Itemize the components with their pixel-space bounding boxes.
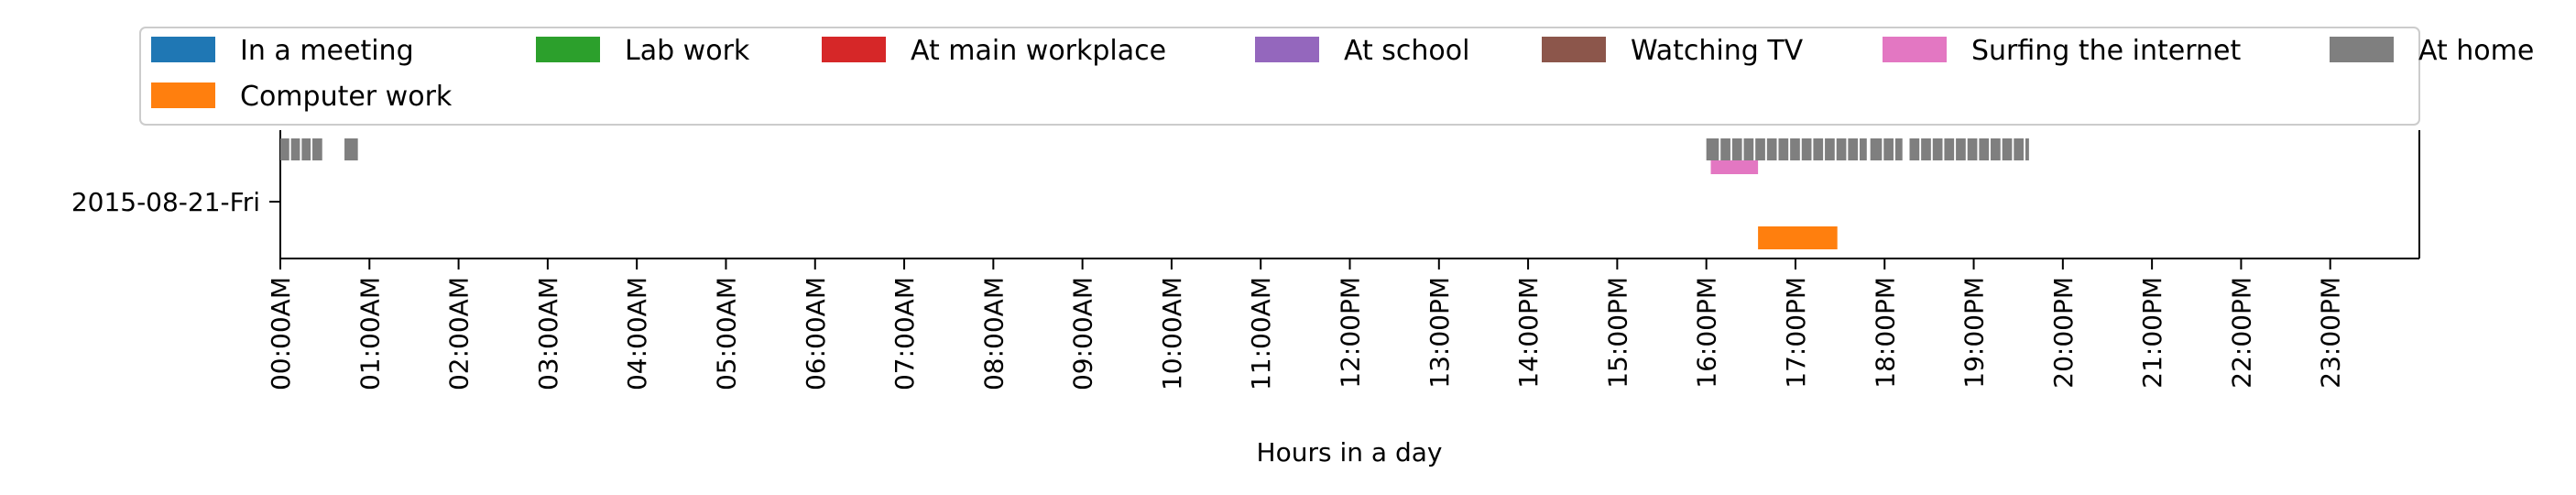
x-tick-label: 07:00AM [890,277,920,390]
bar-at-home-30 [2002,138,2013,160]
bar-at-home-8 [1743,138,1754,160]
x-tick-label: 12:00PM [1336,277,1366,389]
bar-at-home-20 [1883,138,1894,160]
legend-label: Surfing the internet [1971,35,2241,67]
bar-surfing-the-internet-0 [1710,160,1759,174]
legend-swatch [2330,37,2394,62]
x-tick-label: 16:00PM [1692,277,1722,389]
legend-label: At main workplace [911,35,1166,67]
x-tick-label: 03:00AM [533,277,563,390]
x-tick-label: 21:00PM [2137,277,2167,389]
bar-at-home-9 [1755,138,1765,160]
x-tick-label: 01:00AM [355,277,385,390]
legend-swatch [536,37,600,62]
timeline-bars [280,138,2029,249]
y-tick-label: 2015-08-21-Fri [71,187,260,217]
bar-at-home-19 [1870,138,1883,160]
legend-swatch [151,37,215,62]
legend-frame [139,27,2420,126]
legend-label: At home [2418,35,2534,67]
x-tick-label: 17:00PM [1781,277,1811,389]
bar-at-home-15 [1825,138,1835,160]
bar-at-home-6 [1720,138,1730,160]
bar-at-home-14 [1813,138,1824,160]
x-tick-label: 20:00PM [2048,277,2079,389]
bar-at-home-3 [312,138,322,160]
bar-computer-work-0 [1758,226,1838,249]
x-tick-label: 04:00AM [622,277,652,390]
legend-swatch [151,82,215,108]
x-tick-label: 05:00AM [711,277,741,390]
x-tick-label: 14:00PM [1513,277,1544,389]
x-tick-label: 23:00PM [2316,277,2346,389]
bar-at-home-22 [1909,138,1920,160]
x-tick-label: 15:00PM [1602,277,1632,389]
bar-at-home-4 [344,138,358,160]
legend-swatch [1542,37,1606,62]
bar-at-home-5 [1706,138,1719,160]
bar-at-home-12 [1790,138,1800,160]
bar-at-home-24 [1932,138,1943,160]
legend-label: Computer work [240,81,453,113]
x-tick-label: 22:00PM [2226,277,2256,389]
bar-at-home-2 [301,138,311,160]
bar-at-home-16 [1836,138,1847,160]
legend-swatch [1883,37,1947,62]
x-tick-label: 18:00PM [1870,277,1900,389]
x-tick-label: 06:00AM [801,277,831,390]
bar-at-home-26 [1956,138,1966,160]
x-tick-label: 11:00AM [1246,277,1276,390]
legend-label: In a meeting [240,35,414,67]
bar-at-home-17 [1848,138,1859,160]
bar-at-home-23 [1921,138,1931,160]
x-tick-label: 13:00PM [1424,277,1455,389]
x-tick-label: 19:00PM [1959,277,1990,389]
bar-at-home-18 [1860,138,1867,160]
bar-at-home-29 [1991,138,2001,160]
bar-at-home-28 [1979,138,1990,160]
bar-at-home-27 [1967,138,1978,160]
legend: In a meeting Computer work Lab work At main… [139,27,2534,126]
bar-at-home-13 [1801,138,1812,160]
bar-at-home-11 [1778,138,1789,160]
x-tick-label: 10:00AM [1157,277,1187,390]
legend-label: Watching TV [1631,35,1804,67]
bar-at-home-1 [290,138,300,160]
legend-label: Lab work [625,35,750,67]
x-axis-title: Hours in a day [1257,437,1443,468]
bar-at-home-32 [2025,138,2029,160]
x-tick-label: 09:00AM [1068,277,1098,390]
legend-swatch [1255,37,1319,62]
legend-swatch [822,37,886,62]
bar-at-home-10 [1766,138,1777,160]
bar-at-home-21 [1894,138,1903,160]
x-axis-ticks: 00:00AM 01:00AM 02:00AM 03:00AM 04:00AM 05:00… [266,258,2346,390]
bar-at-home-0 [280,138,289,160]
x-tick-label: 00:00AM [266,277,296,390]
bar-at-home-25 [1944,138,1955,160]
bar-at-home-31 [2014,138,2025,160]
bar-at-home-7 [1731,138,1742,160]
x-tick-label: 08:00AM [978,277,1009,390]
legend-label: At school [1344,35,1469,67]
x-tick-label: 02:00AM [444,277,475,390]
